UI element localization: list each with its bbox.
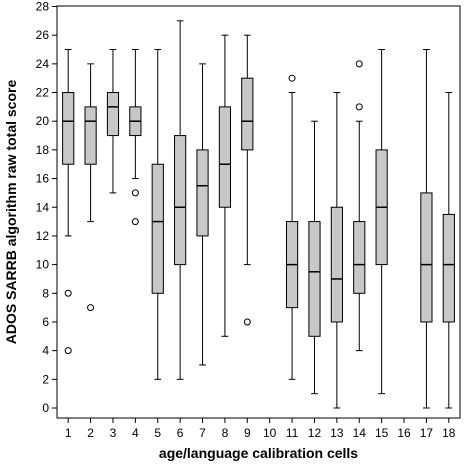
x-tick-label: 7 <box>199 426 206 440</box>
x-tick-label: 1 <box>65 426 72 440</box>
iqr-box <box>420 192 433 323</box>
box-category-7 <box>196 63 209 366</box>
x-tick-label: 8 <box>222 426 229 440</box>
box-category-11 <box>285 74 299 380</box>
box-category-13 <box>330 92 343 409</box>
iqr-box <box>196 149 209 237</box>
x-tick-label: 9 <box>244 426 251 440</box>
iqr-box <box>353 221 366 294</box>
x-tick-label: 11 <box>286 426 299 440</box>
iqr-box <box>174 135 187 266</box>
y-tick-label: 10 <box>36 258 50 272</box>
iqr-box <box>151 163 164 294</box>
y-axis-title: ADOS SARRB algorithm raw total score <box>3 80 19 345</box>
box-category-3 <box>106 49 120 194</box>
y-tick-label: 0 <box>42 401 49 415</box>
y-tick-label: 20 <box>36 114 50 128</box>
box-category-17 <box>420 49 433 409</box>
iqr-box <box>308 221 321 337</box>
x-tick-label: 17 <box>420 426 434 440</box>
x-tick-label: 14 <box>353 426 367 440</box>
y-tick-label: 14 <box>36 200 50 214</box>
x-axis-ticks: 1 2 3 4 5 6 7 8 9 10 11 12 13 14 15 16 17 18 <box>65 418 456 440</box>
y-tick-label: 16 <box>36 172 50 186</box>
iqr-box <box>106 92 120 137</box>
y-tick-label: 12 <box>36 229 50 243</box>
box-category-12 <box>308 120 321 395</box>
x-tick-label: 16 <box>397 426 411 440</box>
y-tick-label: 24 <box>36 57 50 71</box>
iqr-box <box>84 106 97 165</box>
y-tick-label: 4 <box>42 344 49 358</box>
x-tick-label: 18 <box>442 426 456 440</box>
iqr-box <box>62 92 75 165</box>
box-category-1 <box>62 49 75 355</box>
x-tick-label: 5 <box>154 426 161 440</box>
iqr-box <box>442 213 455 323</box>
outlier-point <box>64 347 72 355</box>
x-tick-label: 10 <box>263 426 277 440</box>
x-tick-label: 4 <box>132 426 139 440</box>
box-category-9 <box>241 34 254 326</box>
outlier-point <box>87 304 95 312</box>
iqr-box <box>330 206 343 323</box>
box-category-2 <box>84 63 97 312</box>
outlier-point <box>131 189 139 197</box>
x-tick-label: 2 <box>87 426 94 440</box>
plot-area <box>56 5 461 419</box>
outlier-point <box>355 103 363 111</box>
box-category-6 <box>174 20 187 380</box>
x-tick-label: 6 <box>177 426 184 440</box>
y-tick-label: 26 <box>36 28 50 42</box>
x-tick-label: 12 <box>308 426 322 440</box>
x-axis-title: age/language calibration cells <box>159 445 358 461</box>
y-tick-label: 6 <box>42 315 49 329</box>
iqr-box <box>218 106 232 208</box>
box-series <box>62 20 455 409</box>
x-tick-label: 13 <box>330 426 344 440</box>
y-tick-label: 2 <box>42 372 49 386</box>
y-tick-label: 8 <box>42 286 49 300</box>
box-category-4 <box>129 49 142 226</box>
box-category-5 <box>151 49 164 380</box>
outlier-point <box>64 289 72 297</box>
y-tick-label: 28 <box>36 0 50 14</box>
box-category-8 <box>218 34 232 337</box>
box-category-15 <box>375 49 388 395</box>
y-tick-label: 18 <box>36 143 50 157</box>
box-category-14 <box>353 60 366 352</box>
outlier-point <box>355 60 363 68</box>
y-tick-label: 22 <box>36 86 50 100</box>
iqr-box <box>241 77 254 151</box>
x-tick-label: 3 <box>110 426 117 440</box>
outlier-point <box>131 218 139 226</box>
outlier-point <box>243 318 251 326</box>
box-category-18 <box>442 92 455 409</box>
x-tick-label: 15 <box>375 426 389 440</box>
outlier-point <box>288 74 296 82</box>
